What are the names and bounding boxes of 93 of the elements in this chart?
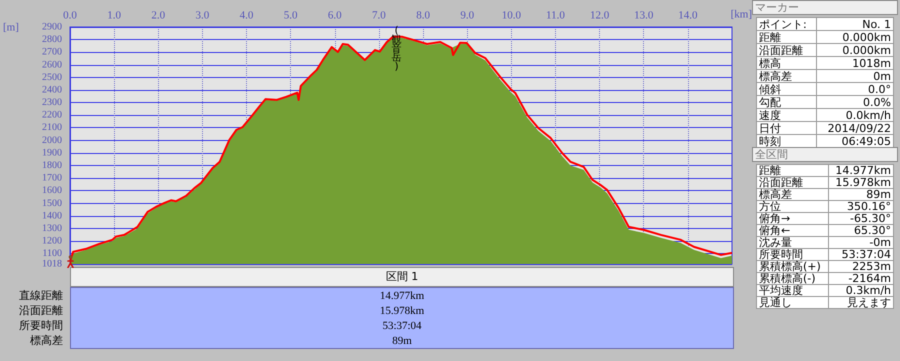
y-tick-label: 1600	[42, 185, 62, 196]
text: 標高差	[756, 70, 816, 82]
y-tick-label: 2300	[42, 97, 62, 108]
text: No. 1	[816, 18, 894, 30]
y-tick-label: 2400	[42, 84, 62, 96]
y-tick-label: 1100	[42, 248, 62, 260]
text: 2253m	[828, 260, 894, 273]
text: 平均速度	[756, 284, 828, 297]
text: 標高差	[29, 334, 63, 348]
y-tick-label: 1018	[42, 258, 62, 270]
x-tick-label: 5.0	[284, 10, 298, 22]
text: 53:37:04	[381, 319, 423, 333]
text: 見えます	[828, 296, 894, 309]
text: 距離	[756, 30, 816, 44]
text: 06:49:05	[816, 134, 894, 148]
x-tick-label: 14.0	[678, 10, 698, 22]
text: 所要時間	[18, 319, 63, 333]
x-tick-label: 4.0	[240, 10, 254, 22]
y-axis-title: [m]	[3, 22, 19, 34]
text: 俯角←	[756, 224, 828, 237]
text: 区間 1	[70, 267, 734, 287]
x-tick-label: 7.0	[372, 10, 386, 22]
text: 沿面距離	[756, 44, 816, 56]
x-tick-label: 1.0	[107, 10, 122, 22]
text: 方位	[756, 200, 828, 213]
text: 0.0%	[816, 96, 894, 108]
text: 65.30°	[828, 224, 894, 237]
y-tick-label: 2200	[42, 110, 62, 121]
text: 全区間	[752, 147, 898, 162]
x-axis-title: [km]	[730, 8, 752, 20]
y-tick-label: 1800	[42, 160, 62, 172]
text: 標高	[756, 56, 816, 70]
text: 89m	[828, 188, 894, 201]
y-tick-label: 2600	[42, 59, 62, 70]
x-tick-label: 13.0	[634, 10, 654, 22]
text: 0m	[816, 70, 894, 82]
text: 累積標高(-)	[756, 272, 828, 285]
text: 89m	[391, 334, 413, 348]
text: 沿面距離	[18, 304, 63, 318]
y-tick-label: 2100	[42, 122, 62, 134]
text: -2164m	[828, 272, 894, 285]
text: 距離	[756, 164, 828, 177]
y-tick-label: 2900	[42, 22, 62, 32]
text: 速度	[756, 108, 816, 122]
text: 0.3km/h	[828, 284, 894, 297]
text: マーカー	[752, 0, 898, 15]
text: -0m	[828, 236, 894, 249]
text: 0.000km	[816, 30, 894, 44]
y-tick-label: 1700	[42, 172, 62, 184]
y-tick-label: 2800	[42, 34, 62, 46]
text: 2014/09/22	[816, 122, 894, 134]
y-tick-label: 1500	[42, 198, 62, 209]
text: 0.0°	[816, 82, 894, 96]
y-tick-label: 1200	[42, 236, 62, 247]
x-tick-label: 6.0	[328, 10, 342, 22]
text: 沈み量	[756, 236, 828, 249]
text: 350.16°	[828, 200, 894, 213]
y-tick-label: 2700	[42, 46, 62, 58]
text: 15.978km	[378, 304, 426, 318]
x-tick-label: 2.0	[151, 10, 166, 22]
text: ポイント:	[756, 18, 816, 30]
text: 15.978km	[828, 176, 894, 189]
y-tick-label: 2500	[42, 72, 62, 83]
x-tick-label: 3.0	[196, 10, 210, 22]
text: 1018m	[816, 56, 894, 70]
y-tick-label: 1300	[42, 222, 62, 234]
y-tick-label: 1400	[42, 210, 62, 222]
x-tick-label: 0.0	[63, 10, 78, 22]
text: 沿面距離	[756, 176, 828, 189]
text: 見通し	[756, 296, 828, 309]
annotation: (観音岳)	[392, 26, 402, 73]
x-tick-label: 12.0	[590, 10, 610, 22]
text: 累積標高(+)	[756, 260, 828, 273]
text: 14.977km	[828, 164, 894, 177]
x-tick-label: 10.0	[502, 10, 522, 22]
text: 53:37:04	[828, 248, 894, 261]
text: 日付	[756, 122, 816, 134]
text: 0.0km/h	[816, 108, 894, 122]
text: 0.000km	[816, 44, 894, 56]
text: 時刻	[756, 134, 816, 148]
y-tick-label: 1900	[42, 147, 62, 158]
text: 所要時間	[756, 248, 828, 261]
text: 直線距離	[18, 289, 63, 303]
x-tick-label: 9.0	[460, 10, 475, 22]
x-tick-label: 8.0	[416, 10, 430, 22]
text: 標高差	[756, 188, 828, 201]
text: 俯角→	[756, 212, 828, 225]
text: -65.30°	[828, 212, 894, 225]
text: 傾斜	[756, 82, 816, 96]
text: 14.977km	[378, 289, 426, 303]
y-tick-label: 2000	[42, 134, 62, 146]
text: 勾配	[756, 96, 816, 108]
x-tick-label: 11.0	[546, 10, 566, 22]
